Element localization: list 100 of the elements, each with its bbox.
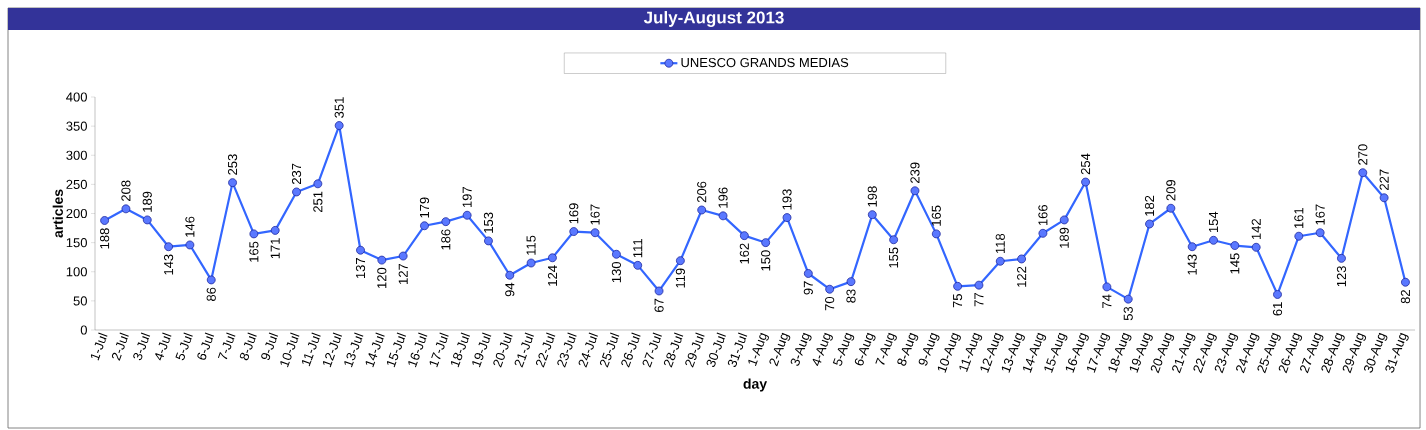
data-label: 145 xyxy=(1230,253,1240,274)
data-label: 189 xyxy=(142,191,152,212)
data-label: 208 xyxy=(121,180,131,201)
y-tick-label: 400 xyxy=(66,92,87,102)
data-label: 188 xyxy=(99,228,110,249)
x-tick-label: 2-Jul xyxy=(111,332,129,361)
x-tick-label: 2-Aug xyxy=(769,332,791,367)
data-label: 124 xyxy=(547,265,557,286)
y-tick-label: 350 xyxy=(66,121,87,131)
x-tick-label: 30-Jul xyxy=(706,332,726,368)
data-label: 197 xyxy=(462,187,472,208)
data-label: 153 xyxy=(483,212,494,233)
legend-label: UNESCO GRANDS MEDIAS xyxy=(681,57,849,68)
y-tick-label: 150 xyxy=(66,238,87,248)
data-label: 162 xyxy=(739,243,749,264)
x-tick-label: 17-Jul xyxy=(429,332,449,368)
data-label: 86 xyxy=(206,287,216,301)
data-label: 74 xyxy=(1102,294,1112,308)
x-tick-label: 5-Jul xyxy=(175,332,193,361)
x-tick-label: 14-Jul xyxy=(365,332,385,368)
y-tick-label: 100 xyxy=(66,267,87,277)
data-label: 130 xyxy=(611,261,622,283)
x-tick-label: 3-Aug xyxy=(790,332,812,366)
y-tick-label: 300 xyxy=(66,150,87,160)
y-axis-title: articles xyxy=(52,189,63,238)
data-label: 127 xyxy=(398,263,408,284)
x-tick-label: 11-Jul xyxy=(302,332,321,367)
y-tick-label: 50 xyxy=(73,296,87,306)
data-label: 137 xyxy=(355,258,366,279)
data-label: 143 xyxy=(163,254,174,275)
y-tick-label: 0 xyxy=(80,325,87,335)
data-label: 67 xyxy=(654,298,664,312)
data-label: 179 xyxy=(419,197,430,218)
data-label: 70 xyxy=(825,296,835,311)
x-tick-label: 19-Jul xyxy=(472,332,492,368)
x-tick-label: 24-Jul xyxy=(578,332,598,368)
data-label: 167 xyxy=(1315,204,1325,225)
x-tick-label: 29-Jul xyxy=(685,332,705,368)
data-label: 120 xyxy=(377,267,387,289)
data-label: 150 xyxy=(761,250,771,271)
x-tick-label: 20-Jul xyxy=(493,332,513,368)
data-label: 94 xyxy=(505,282,515,297)
x-tick-label: 1-Aug xyxy=(748,332,769,367)
data-label: 155 xyxy=(889,247,899,268)
data-label: 165 xyxy=(249,241,259,262)
x-tick-label: 3-Jul xyxy=(133,332,151,361)
x-tick-label: 10-Jul xyxy=(280,332,300,368)
data-label: 254 xyxy=(1080,153,1091,175)
x-tick-label: 6-Aug xyxy=(854,332,876,366)
x-tick-label: 4-Aug xyxy=(812,332,833,366)
data-label: 146 xyxy=(185,216,195,237)
data-label: 196 xyxy=(718,187,728,208)
x-tick-label: 7-Jul xyxy=(217,332,236,360)
x-tick-label: 1-Jul xyxy=(90,332,108,361)
data-label: 75 xyxy=(953,294,963,308)
data-label: 166 xyxy=(1038,204,1048,226)
data-label: 161 xyxy=(1294,207,1304,229)
chart-title: July-August 2013 xyxy=(643,11,784,27)
x-tick-label: 15-Jul xyxy=(386,332,407,368)
data-label: 97 xyxy=(803,281,813,295)
x-tick-label: 9-Jul xyxy=(261,332,279,361)
data-label: 122 xyxy=(1017,266,1027,287)
data-label: 53 xyxy=(1123,306,1133,321)
data-label: 77 xyxy=(974,293,984,307)
data-label: 118 xyxy=(995,233,1005,254)
data-label: 169 xyxy=(569,203,579,224)
y-tick-label: 250 xyxy=(66,179,87,189)
data-label: 82 xyxy=(1400,290,1411,304)
data-label: 193 xyxy=(782,189,792,210)
data-label: 251 xyxy=(313,191,323,213)
x-tick-label: 6-Jul xyxy=(197,332,215,360)
x-tick-label: 13-Jul xyxy=(344,332,364,368)
x-tick-label: 21-Jul xyxy=(514,332,534,368)
data-label: 270 xyxy=(1358,144,1368,165)
data-label: 111 xyxy=(633,239,643,258)
x-tick-label: 7-Aug xyxy=(875,332,897,365)
data-label: 227 xyxy=(1379,169,1389,190)
data-label: 83 xyxy=(846,289,856,303)
y-tick-label: 200 xyxy=(66,208,87,219)
data-label: 123 xyxy=(1336,266,1347,287)
x-tick-label: 5-Aug xyxy=(832,332,855,366)
data-label: 206 xyxy=(697,181,707,203)
data-label: 209 xyxy=(1166,179,1176,201)
data-label: 115 xyxy=(526,235,536,255)
data-label: 165 xyxy=(931,205,941,226)
x-tick-label: 9-Aug xyxy=(918,332,940,366)
data-label: 143 xyxy=(1187,254,1197,275)
x-tick-label: 18-Jul xyxy=(450,332,470,368)
x-tick-label: 31-Jul xyxy=(727,332,748,368)
x-tick-label: 26-Jul xyxy=(621,332,641,368)
data-label: 253 xyxy=(227,154,238,175)
x-tick-label: 8-Aug xyxy=(897,332,919,366)
x-tick-label: 27-Jul xyxy=(642,332,662,368)
data-label: 186 xyxy=(441,229,451,250)
data-label: 239 xyxy=(910,162,920,183)
data-label: 154 xyxy=(1208,211,1219,233)
data-label: 171 xyxy=(270,238,280,259)
x-tick-label: 8-Jul xyxy=(239,332,257,361)
x-tick-label: 16-Jul xyxy=(408,332,428,368)
x-tick-label: 4-Jul xyxy=(155,332,172,361)
